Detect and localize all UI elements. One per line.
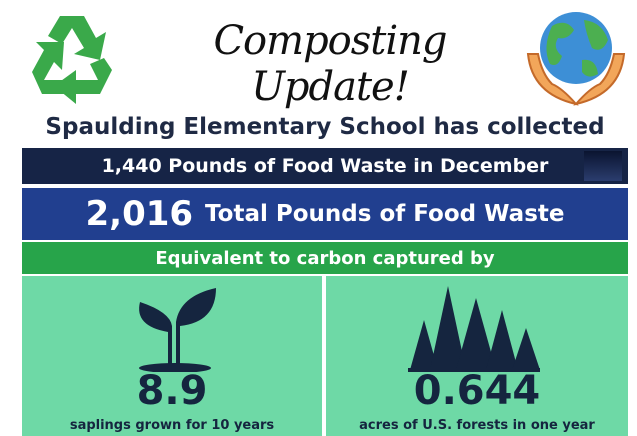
stat-value: 0.644	[326, 368, 628, 414]
equivalent-text: Equivalent to carbon captured by	[155, 248, 494, 269]
total-band: 2,016 Total Pounds of Food Waste	[22, 188, 628, 240]
stat-panel: 8.9 saplings grown for 10 years	[22, 276, 322, 436]
stat-panel: 0.644 acres of U.S. forests in one year	[326, 276, 628, 436]
stat-value: 8.9	[22, 368, 322, 414]
stat-label: saplings grown for 10 years	[22, 418, 322, 433]
equivalent-band: Equivalent to carbon captured by	[22, 242, 628, 274]
recycle-icon	[22, 8, 122, 108]
sapling-icon	[130, 282, 220, 372]
monthly-band: 1,440 Pounds of Food Waste in December	[22, 148, 628, 184]
monthly-text: 1,440 Pounds of Food Waste in December	[102, 155, 549, 177]
night-image	[584, 151, 622, 181]
subtitle: Spaulding Elementary School has collecte…	[20, 114, 630, 140]
total-label: Total Pounds of Food Waste	[205, 201, 564, 227]
title: Composting Update!	[150, 18, 510, 110]
total-value: 2,016	[86, 194, 194, 234]
stat-label: acres of U.S. forests in one year	[326, 418, 628, 433]
page: {"header": {"title": "Composting Update!…	[0, 0, 637, 436]
globe-icon	[522, 4, 630, 108]
forest-icon	[404, 280, 544, 374]
